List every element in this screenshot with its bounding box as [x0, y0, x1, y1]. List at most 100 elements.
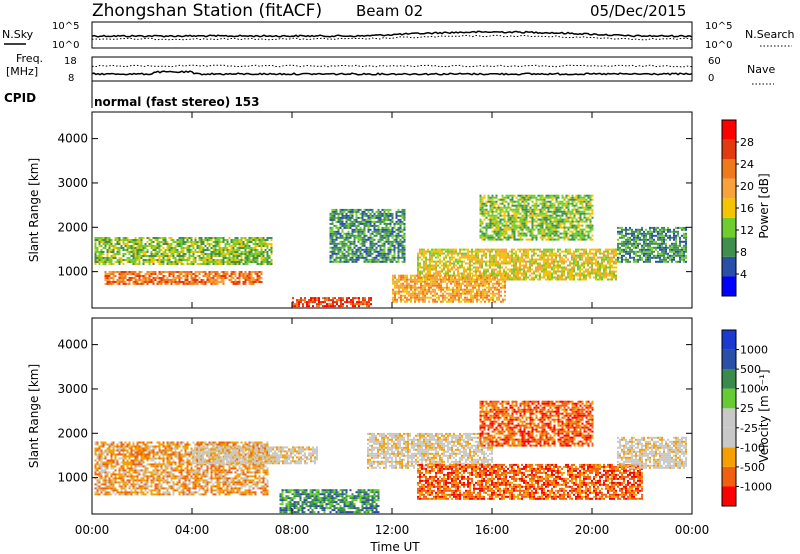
heatmap-cell [345, 254, 348, 257]
heatmap-cell [357, 210, 360, 213]
heatmap-cell [218, 245, 221, 247]
heatmap-cell [130, 255, 133, 257]
heatmap-cell [517, 268, 519, 271]
heatmap-cell [465, 252, 467, 255]
heatmap-cell [334, 305, 336, 308]
heatmap-cell [489, 220, 492, 223]
heatmap-cell [563, 272, 565, 275]
heatmap-cell [587, 264, 589, 267]
heatmap-cell [238, 253, 241, 255]
heatmap-cell [379, 252, 382, 255]
heatmap-cell [353, 234, 356, 237]
heatmap-cell [192, 282, 195, 285]
heatmap-cell [292, 305, 294, 308]
heatmap-cell [563, 196, 566, 199]
heatmap-cell [633, 238, 635, 241]
heatmap-cell [367, 220, 370, 223]
heatmap-cell [469, 270, 471, 273]
heatmap-cell [329, 260, 332, 263]
heatmap-cell [513, 232, 516, 235]
heatmap-cell [230, 277, 233, 279]
heatmap-cell [551, 248, 553, 251]
heatmap-cell [337, 228, 340, 231]
heatmap-cell [455, 264, 457, 267]
heatmap-cell [350, 301, 352, 304]
heatmap-cell [465, 254, 467, 257]
heatmap-cell [663, 234, 665, 237]
heatmap-cell [525, 260, 527, 263]
heatmap-cell [527, 248, 529, 251]
heatmap-cell [359, 250, 362, 253]
heatmap-cell [543, 236, 546, 239]
heatmap-cell [547, 224, 550, 227]
heatmap-cell [394, 274, 396, 277]
heatmap-cell [373, 256, 376, 259]
heatmap-cell [587, 268, 589, 271]
heatmap-cell [429, 270, 431, 273]
heatmap-cell [148, 277, 151, 279]
heatmap-cell [318, 303, 320, 306]
heatmap-cell [555, 256, 557, 259]
heatmap-cell [559, 218, 562, 221]
heatmap-cell [194, 281, 197, 283]
heatmap-cell [547, 208, 550, 211]
heatmap-cell [523, 258, 525, 261]
heatmap-cell [531, 268, 533, 271]
heatmap-cell [156, 243, 159, 245]
heatmap-cell [363, 260, 366, 263]
heatmap-cell [535, 248, 537, 251]
heatmap-cell [358, 301, 360, 304]
heatmap-cell [655, 254, 657, 257]
heatmap-cell [296, 303, 298, 306]
heatmap-cell [326, 305, 328, 308]
heatmap-cell [503, 234, 506, 237]
heatmap-cell [367, 248, 370, 251]
heatmap-cell [204, 271, 207, 273]
heatmap-cell [453, 270, 455, 273]
heatmap-cell [431, 250, 433, 253]
heatmap-cell [364, 301, 366, 304]
heatmap-cell [573, 264, 575, 267]
heatmap-cell [375, 260, 378, 263]
heatmap-cell [431, 254, 433, 257]
heatmap-cell [673, 248, 675, 251]
heatmap-cell [581, 234, 584, 237]
heatmap-cell [539, 220, 542, 223]
heatmap-cell [593, 256, 595, 259]
heatmap-cell [335, 242, 338, 245]
heatmap-cell [585, 212, 588, 215]
heatmap-cell [335, 260, 338, 263]
heatmap-cell [523, 254, 525, 257]
heatmap-cell [499, 210, 502, 213]
heatmap-cell [629, 254, 631, 257]
heatmap-cell [591, 260, 593, 263]
heatmap-cell [360, 303, 362, 306]
heatmap-cell [539, 276, 541, 279]
heatmap-cell [669, 256, 671, 259]
heatmap-cell [495, 194, 498, 197]
heatmap-cell [555, 224, 558, 227]
heatmap-cell [254, 247, 257, 249]
heatmap-cell [401, 260, 404, 263]
heatmap-cell [449, 252, 451, 255]
heatmap-cell [477, 262, 479, 265]
heatmap-cell [94, 245, 97, 247]
heatmap-cell [256, 255, 259, 257]
heatmap-cell [519, 234, 522, 237]
heatmap-cell [593, 262, 595, 265]
heatmap-cell [511, 260, 513, 263]
heatmap-cell [375, 210, 378, 213]
heatmap-cell [331, 250, 334, 253]
heatmap-cell [503, 236, 506, 239]
heatmap-cell [507, 224, 510, 227]
heatmap-cell [485, 252, 487, 255]
heatmap-cell [649, 230, 651, 233]
heatmap-cell [120, 259, 123, 261]
heatmap-cell [122, 282, 125, 285]
heatmap-cell [333, 224, 336, 227]
heatmap-cell [545, 262, 547, 265]
heatmap-cell [334, 297, 336, 300]
heatmap-cell [198, 247, 201, 249]
heatmap-cell [124, 282, 127, 285]
heatmap-cell [523, 196, 526, 199]
